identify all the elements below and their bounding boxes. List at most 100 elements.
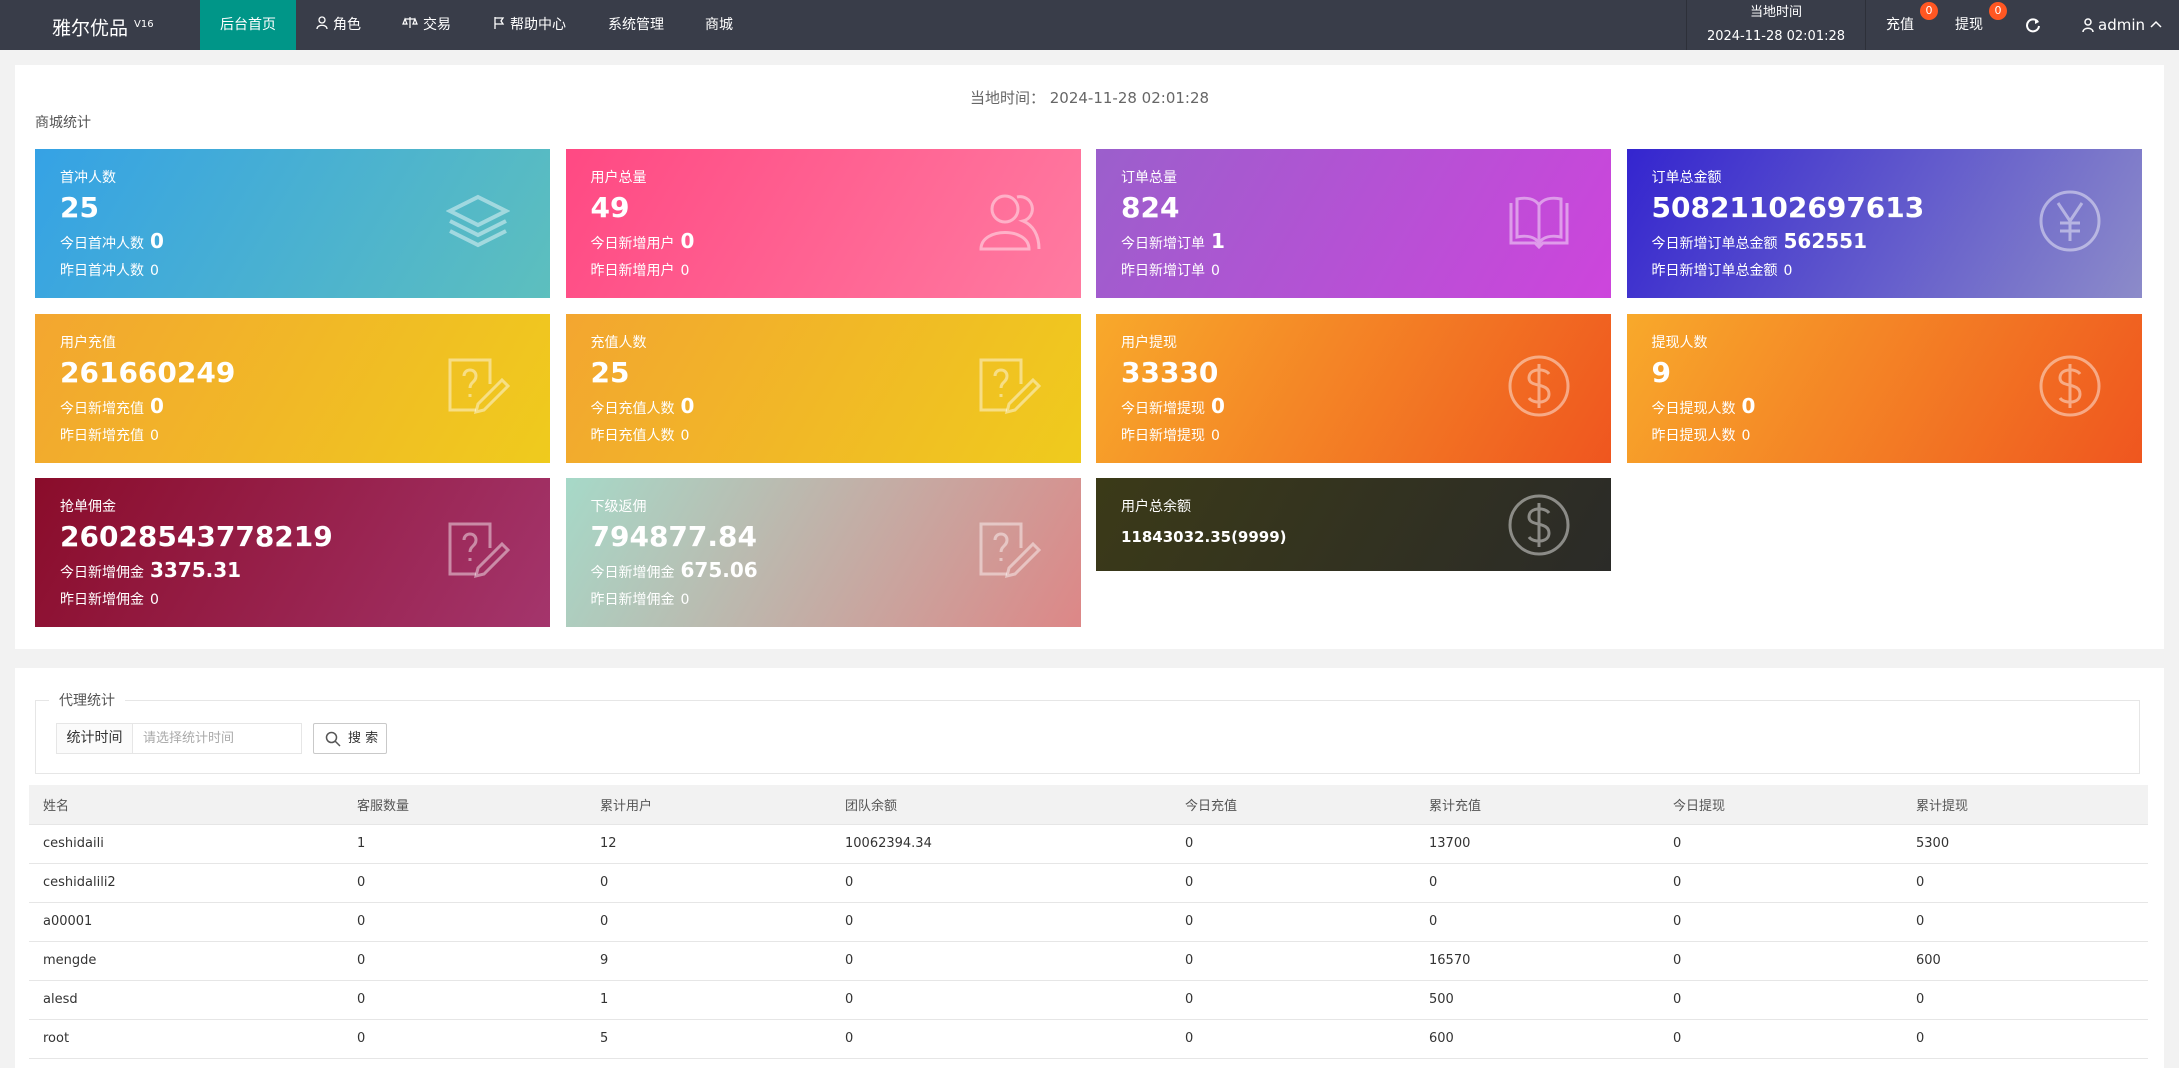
stat-card: 订单总金额 50821102697613 今日新增订单总金额 562551 昨日新增订单…	[1626, 149, 2142, 298]
menu-item[interactable]: 交易	[402, 0, 451, 50]
table-cell: 0	[1171, 863, 1415, 903]
table-cell: 0	[831, 902, 1171, 942]
card-yesterday: 昨日新增订单 0	[1121, 260, 1220, 280]
table-cell: mengde	[29, 941, 343, 981]
today-value: 0	[1741, 393, 1756, 418]
card-title: 用户提现	[1121, 334, 1177, 351]
stat-card: 充值人数 25 今日充值人数 0 昨日充值人数 0	[565, 313, 1081, 463]
menu-item[interactable]: 商城	[705, 0, 733, 50]
today-label: 今日新增提现	[1121, 400, 1205, 417]
card-value: 25	[60, 191, 99, 224]
yesterday-value: 0	[680, 592, 690, 608]
table-cell: 0	[1659, 941, 1902, 981]
filter-label: 统计时间	[56, 723, 133, 754]
today-label: 今日新增订单	[1121, 236, 1205, 252]
time-label: 当地时间	[1749, 5, 1802, 20]
table-cell: a00001	[29, 902, 343, 942]
table-row: ceshidalili2 0 0 0 0 0 0 0	[29, 863, 2148, 903]
card-value: 49	[590, 191, 630, 224]
yesterday-value: 0	[680, 263, 690, 279]
table-cell: 0	[1659, 902, 1902, 942]
user-icon	[2082, 18, 2094, 32]
today-label: 今日充值人数	[590, 400, 675, 417]
card-title: 下级返佣	[590, 499, 647, 515]
card-value: 33330	[1121, 355, 1219, 389]
menu-item[interactable]: 后台首页	[200, 0, 296, 50]
column-header: 累计提现	[1902, 785, 2148, 825]
filter-box	[35, 700, 2140, 774]
menu-item[interactable]: 角色	[316, 0, 361, 50]
table-cell: 600	[1902, 941, 2148, 981]
table-cell: 0	[831, 941, 1171, 981]
menu-label: 后台首页	[220, 17, 276, 33]
top-nav: 雅尔优品 V16 后台首页 角色 交易 帮助中心 系统管理 商城 当地时间 2024-11-2…	[0, 0, 2179, 50]
card-today: 今日新增订单总金额 562551	[1652, 229, 1868, 253]
menu-item[interactable]: 帮助中心	[493, 0, 566, 50]
table-cell: 0	[586, 902, 831, 942]
table-cell: 0	[1659, 863, 1902, 903]
yesterday-value: 0	[1741, 427, 1751, 444]
today-label: 今日新增用户	[590, 236, 675, 252]
table-cell: 0	[1171, 980, 1415, 1020]
table-row: ceshidaili 1 12 10062394.34 0 13700 0 5300	[29, 824, 2148, 864]
table-cell: 0	[1171, 1019, 1415, 1059]
today-label: 今日提现人数	[1651, 400, 1736, 417]
date-input[interactable]: 请选择统计时间	[132, 723, 302, 754]
card-value: 794877.84	[590, 520, 758, 553]
table-cell: 0	[1415, 863, 1659, 903]
today-value: 0	[150, 393, 164, 418]
card-title: 充值人数	[590, 334, 647, 351]
recharge[interactable]: 充值	[1886, 17, 1914, 33]
card-icon	[978, 194, 1040, 251]
search-button[interactable]: 搜 索	[313, 723, 387, 754]
card-today: 今日提现人数 0	[1652, 394, 1756, 418]
table-cell: 0	[1415, 902, 1659, 942]
today-value: 3375.31	[150, 558, 242, 582]
table-cell: 0	[343, 863, 586, 903]
card-value: 9	[1651, 355, 1671, 389]
yesterday-value: 0	[1211, 427, 1220, 444]
menu-label: 商城	[705, 17, 733, 33]
table-cell: root	[29, 1019, 343, 1059]
stats-time-label: 当地时间：	[969, 89, 1045, 107]
column-header: 团队余额	[831, 785, 1171, 825]
yesterday-label: 昨日新增提现	[1121, 427, 1205, 444]
time-block: 当地时间 2024-11-28 02:01:28	[1686, 0, 1866, 50]
card-title: 订单总量	[1121, 170, 1177, 186]
card-yesterday: 昨日新增佣金 0	[60, 589, 159, 609]
menu-label: 系统管理	[608, 17, 664, 33]
yesterday-label: 昨日新增用户	[590, 263, 675, 279]
yesterday-value: 0	[1211, 263, 1220, 279]
stats-time-value: 2024-11-28 02:01:28	[1049, 89, 1210, 107]
stat-card: 用户总量 49 今日新增用户 0 昨日新增用户 0	[565, 149, 1081, 298]
menu-label: 交易	[423, 17, 451, 33]
table-cell: 0	[1902, 902, 2148, 942]
table-cell: 0	[831, 863, 1171, 903]
card-icon	[1508, 494, 1570, 556]
column-header: 累计用户	[586, 785, 831, 825]
card-title: 提现人数	[1651, 334, 1708, 351]
table-cell: 0	[1659, 1019, 1902, 1059]
refresh-icon[interactable]	[2025, 17, 2041, 33]
yesterday-label: 昨日新增订单	[1121, 263, 1205, 279]
card-yesterday: 昨日充值人数 0	[591, 425, 690, 445]
column-header: 今日充值	[1171, 785, 1415, 825]
yesterday-value: 0	[680, 427, 690, 444]
user-name[interactable]: admin	[2098, 16, 2145, 34]
withdraw[interactable]: 提现	[1955, 17, 1983, 33]
card-yesterday: 昨日提现人数 0	[1652, 425, 1751, 445]
time: 2024-11-28 02:01:28	[1706, 29, 1846, 44]
today-value: 0	[1211, 393, 1225, 418]
legend: 代理统计	[49, 690, 125, 710]
stat-card: 提现人数 9 今日提现人数 0 昨日提现人数 0	[1626, 313, 2142, 463]
card-yesterday: 昨日首冲人数 0	[60, 260, 159, 280]
today-label: 今日新增佣金	[590, 565, 675, 581]
search-icon	[325, 731, 341, 747]
card-value: 50821102697613	[1651, 191, 1925, 224]
today-label: 今日首冲人数	[60, 236, 144, 252]
table-cell: 5	[586, 1019, 831, 1059]
table-row: a00001 0 0 0 0 0 0 0	[29, 902, 2148, 942]
table-cell: 0	[1902, 980, 2148, 1020]
menu-item[interactable]: 系统管理	[608, 0, 664, 50]
